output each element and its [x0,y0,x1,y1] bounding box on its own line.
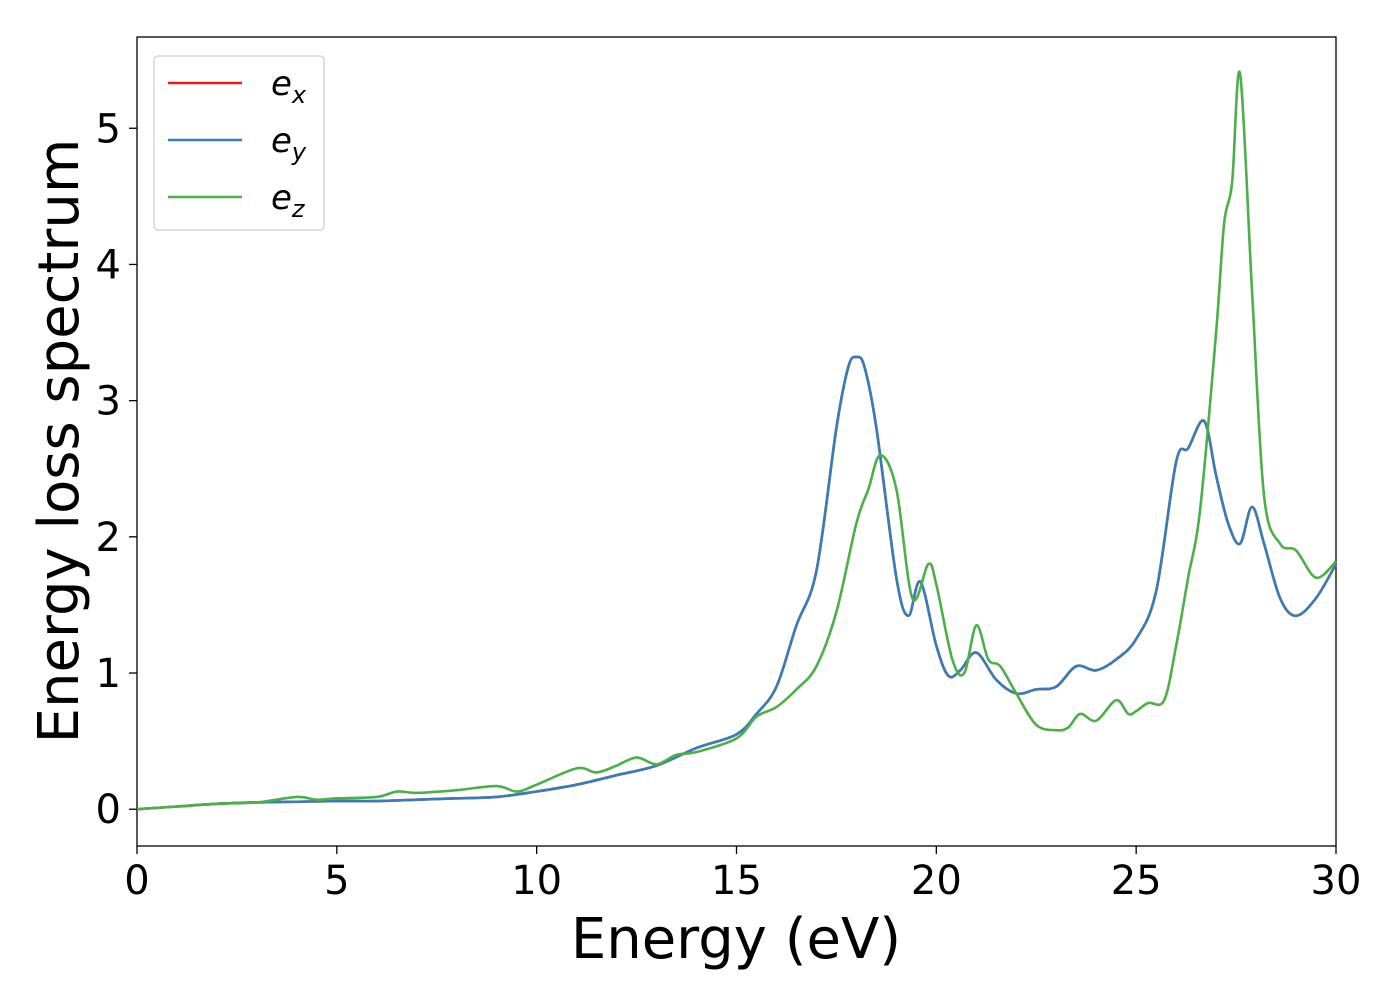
legend-label-subscript: x [291,81,307,109]
series-line-ey [136,355,1338,811]
x-tick-label: 15 [711,858,762,904]
y-tick-label: 5 [96,106,121,152]
legend-label-subscript: z [291,195,306,223]
y-tick-label: 2 [96,515,121,561]
y-axis-title: Energy loss spectrum [27,139,92,744]
x-tick-label: 30 [1311,858,1362,904]
x-tick-label: 20 [911,858,962,904]
series-line-ex [136,355,1338,811]
legend-label-base: e [271,64,292,104]
x-tick-label: 0 [124,858,149,904]
x-axis-title: Energy (eV) [571,907,901,972]
x-axis: 0 5 10 15 20 25 30 [124,846,1361,904]
y-axis: 0 1 2 3 4 5 [96,106,137,833]
series-line-ez [136,70,1337,811]
x-tick-label: 25 [1111,858,1162,904]
x-tick-label: 5 [324,858,349,904]
legend-label-ez: ez [271,178,306,223]
y-tick-label: 1 [96,651,121,697]
legend-label-base: e [271,121,292,161]
legend-label-base: e [271,178,292,218]
y-tick-label: 0 [96,787,121,833]
x-tick-label: 10 [511,858,562,904]
series-layer [136,70,1338,811]
legend-label-subscript: y [291,138,307,166]
y-tick-label: 3 [96,379,121,425]
y-tick-label: 4 [96,242,121,288]
legend-label-ex: ex [271,64,307,109]
legend-box [153,55,325,231]
legend-label-ey: ey [271,121,307,166]
